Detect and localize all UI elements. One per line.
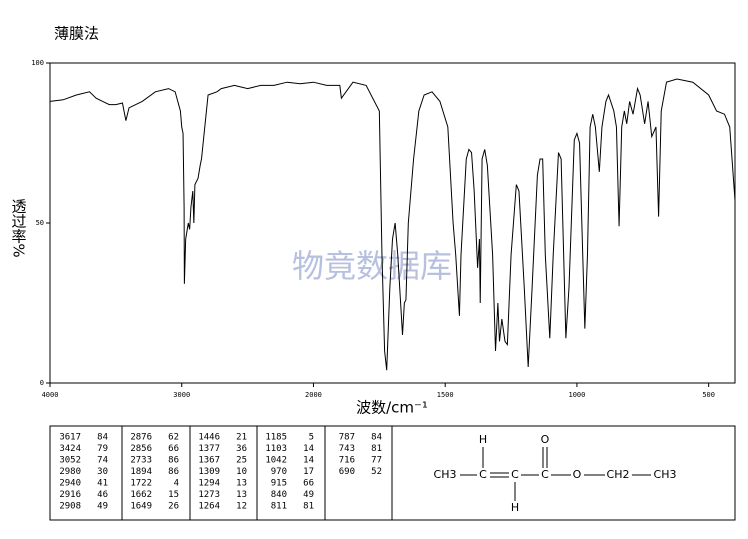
y-axis-label: 透过率% [10,198,28,257]
peak-transmittance: 13 [236,479,247,489]
atom-label: C [479,468,487,481]
peak-wavenumber: 1894 [130,467,152,477]
peak-transmittance: 66 [303,479,314,489]
peak-transmittance: 17 [303,467,314,477]
peak-transmittance: 30 [97,467,108,477]
y-tick-label: 0 [40,379,44,387]
peak-wavenumber: 2940 [59,479,81,489]
peak-transmittance: 10 [236,467,247,477]
peak-wavenumber: 1649 [130,502,152,512]
peak-wavenumber: 1367 [198,456,220,466]
x-tick-label: 1500 [437,391,454,399]
peak-wavenumber: 3424 [59,444,81,454]
peak-transmittance: 62 [168,433,179,443]
peak-transmittance: 81 [303,502,314,512]
peak-transmittance: 79 [97,444,108,454]
peak-transmittance: 86 [168,467,179,477]
peak-wavenumber: 970 [271,467,287,477]
x-tick-label: 1000 [568,391,585,399]
table-dividers [121,426,393,520]
peak-transmittance: 81 [371,444,382,454]
peak-transmittance: 49 [303,490,314,500]
x-tick-label: 2000 [305,391,322,399]
peak-wavenumber: 2908 [59,502,81,512]
peak-wavenumber: 1446 [198,433,220,443]
peak-wavenumber: 787 [339,433,355,443]
peak-transmittance: 41 [97,479,108,489]
atom-label: CH3 [434,468,457,481]
peak-transmittance: 14 [303,444,314,454]
atom-label: H [479,433,487,446]
peak-transmittance: 4 [174,479,179,489]
peak-transmittance: 84 [371,433,382,443]
structure-bonds [460,447,651,501]
atom-label: C [511,468,519,481]
peak-wavenumber: 1294 [198,479,220,489]
peak-wavenumber: 2980 [59,467,81,477]
peak-wavenumber: 1309 [198,467,220,477]
peak-wavenumber: 840 [271,490,287,500]
chart-title: 薄膜法 [54,25,99,43]
peak-transmittance: 49 [97,502,108,512]
peak-wavenumber: 1103 [265,444,287,454]
peak-transmittance: 77 [371,456,382,466]
peak-wavenumber: 716 [339,456,355,466]
peak-wavenumber: 2916 [59,490,81,500]
peak-transmittance: 46 [97,490,108,500]
y-tick-label: 50 [36,219,44,227]
x-tick-label: 4000 [42,391,59,399]
peak-transmittance: 36 [236,444,247,454]
peak-wavenumber: 3052 [59,456,81,466]
peak-transmittance: 21 [236,433,247,443]
atom-label: O [541,433,550,446]
spectrum-line [49,78,736,371]
peak-wavenumber: 743 [339,444,355,454]
peak-transmittance: 84 [97,433,108,443]
peak-transmittance: 14 [303,456,314,466]
peak-wavenumber: 2856 [130,444,152,454]
atom-label: H [511,501,519,514]
peak-transmittance: 66 [168,444,179,454]
peak-wavenumber: 1377 [198,444,220,454]
peak-transmittance: 26 [168,502,179,512]
peak-transmittance: 86 [168,456,179,466]
watermark: 物竟数据库 [292,247,452,285]
peak-wavenumber: 2876 [130,433,152,443]
x-tick-label: 500 [702,391,715,399]
peak-transmittance: 13 [236,490,247,500]
peak-wavenumber: 1662 [130,490,152,500]
peak-wavenumber: 2733 [130,456,152,466]
peak-wavenumber: 811 [271,502,287,512]
peak-wavenumber: 1185 [265,433,287,443]
peak-wavenumber: 915 [271,479,287,489]
atom-label: CH3 [654,468,677,481]
y-tick-label: 100 [31,59,44,67]
peak-transmittance: 15 [168,490,179,500]
peak-transmittance: 12 [236,502,247,512]
peak-wavenumber: 1273 [198,490,220,500]
x-axis-label: 波数/cm⁻¹ [356,399,428,417]
peak-transmittance: 74 [97,456,108,466]
peak-transmittance: 52 [371,467,382,477]
peak-wavenumber: 1264 [198,502,220,512]
peak-wavenumber: 1722 [130,479,152,489]
atom-label: CH2 [607,468,630,481]
atom-label: C [541,468,549,481]
x-tick-label: 3000 [173,391,190,399]
atom-label: O [573,468,582,481]
peak-transmittance: 5 [309,433,314,443]
peak-wavenumber: 3617 [59,433,81,443]
peak-transmittance: 25 [236,456,247,466]
peak-wavenumber: 690 [339,467,355,477]
peak-wavenumber: 1042 [265,456,287,466]
